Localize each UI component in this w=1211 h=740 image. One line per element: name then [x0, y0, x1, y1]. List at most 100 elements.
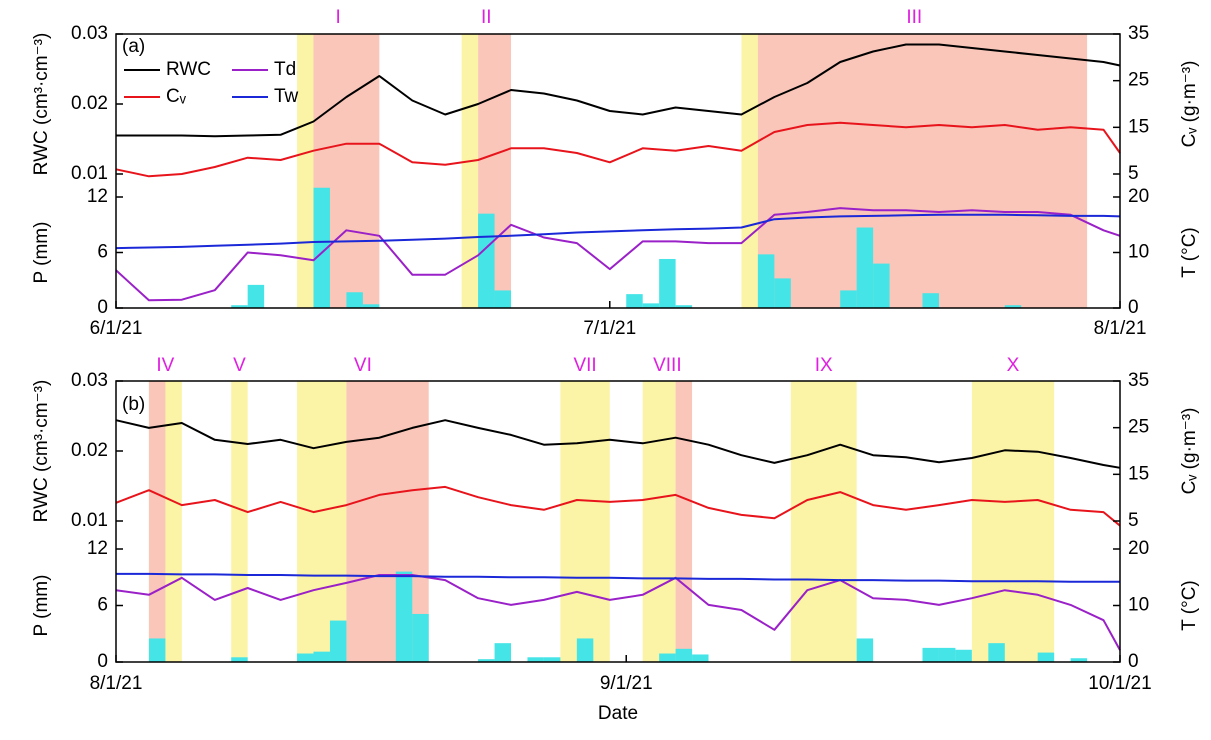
- series-line: [115, 419, 1121, 469]
- precip-bar: [922, 647, 939, 662]
- span-label: VI: [354, 355, 372, 376]
- precip-bar: [922, 293, 939, 308]
- event-span: [642, 381, 676, 662]
- span-label: IX: [815, 355, 833, 376]
- x-axis-label: Date: [598, 703, 638, 724]
- precip-bar: [659, 258, 676, 308]
- y2-tick-label: 35: [1128, 370, 1149, 391]
- y2-axis-label: Cᵥ (g·m⁻³): [1179, 61, 1200, 148]
- event-span: [971, 381, 1055, 662]
- precip-bar: [494, 290, 512, 308]
- series-line: [115, 213, 1121, 250]
- y2-tick-label: 15: [1128, 116, 1149, 137]
- event-span: [560, 381, 610, 662]
- precip-bar: [1037, 652, 1055, 662]
- precip-bar: [757, 254, 775, 308]
- precip-bar: [692, 654, 709, 662]
- span-label: VII: [573, 355, 596, 376]
- precip-bar: [412, 613, 429, 662]
- precip-bar: [873, 263, 890, 308]
- precip-bar: [543, 657, 561, 662]
- y-axis-label: RWC (cm³·cm⁻³): [31, 380, 52, 523]
- x-tick-label: 10/1/21: [1088, 673, 1151, 694]
- span-label: IV: [156, 355, 174, 376]
- precip-bar: [576, 638, 594, 662]
- precip-bar: [774, 278, 791, 308]
- legend-label: RWC: [166, 59, 211, 80]
- span-label: X: [1007, 355, 1020, 376]
- y2-tick-label: 15: [1128, 463, 1149, 484]
- legend-label: Cᵥ: [166, 86, 187, 107]
- precip-bar: [988, 643, 1005, 662]
- panel-frame: [115, 33, 1121, 309]
- y2-tick-label: 0: [1128, 297, 1139, 318]
- precip-bar: [856, 638, 874, 662]
- precip-bar: [659, 653, 676, 662]
- series-line: [115, 121, 1121, 178]
- precip-bar: [675, 648, 693, 662]
- span-label: III: [906, 7, 922, 28]
- precip-bar: [1004, 305, 1022, 308]
- y-tick-label: 0.03: [71, 370, 108, 391]
- precip-bar: [231, 657, 248, 662]
- y-tick-label: 0.01: [71, 510, 108, 531]
- x-tick-label: 8/1/21: [1094, 318, 1147, 339]
- y2-tick-label: 25: [1128, 70, 1149, 91]
- y2-tick-label: 0: [1128, 651, 1139, 672]
- panel-frame: [115, 380, 1121, 663]
- precip-bar: [494, 643, 512, 662]
- y-tick-label: 6: [97, 242, 108, 263]
- span-label: II: [481, 7, 492, 28]
- y2-tick-label: 5: [1128, 510, 1139, 531]
- series-line: [115, 207, 1121, 302]
- y2-axis-label: T (°C): [1179, 227, 1200, 278]
- event-span: [297, 381, 347, 662]
- precip-bar: [1070, 658, 1088, 662]
- x-tick-label: 6/1/21: [90, 318, 143, 339]
- event-span: [297, 34, 314, 308]
- precip-bar: [297, 653, 314, 662]
- x-tick-label: 7/1/21: [583, 318, 636, 339]
- y-axis-label: P (mm): [31, 222, 52, 284]
- y-tick-label: 0: [97, 297, 108, 318]
- event-span: [675, 381, 693, 662]
- y-tick-label: 6: [97, 595, 108, 616]
- precip-bar: [840, 290, 857, 308]
- precip-bar: [642, 303, 660, 308]
- y-axis-label: P (mm): [31, 575, 52, 637]
- y-tick-label: 0.03: [71, 23, 108, 44]
- precip-bar: [856, 227, 874, 308]
- y2-tick-label: 20: [1128, 186, 1149, 207]
- precip-bar: [231, 305, 248, 308]
- precip-bar: [313, 187, 330, 308]
- precip-bar: [527, 657, 544, 662]
- precip-bar: [626, 294, 643, 308]
- precip-bar: [362, 304, 380, 308]
- legend-label: Tw: [274, 86, 299, 107]
- y-tick-label: 12: [87, 186, 108, 207]
- event-span: [790, 381, 857, 662]
- y2-axis-label: Cᵥ (g·m⁻³): [1179, 408, 1200, 495]
- event-span: [148, 381, 166, 662]
- precip-bar: [247, 284, 265, 308]
- span-label: I: [336, 7, 341, 28]
- event-span: [231, 381, 248, 662]
- precip-bar: [938, 647, 956, 662]
- precip-bar: [329, 620, 347, 662]
- y-tick-label: 0.01: [71, 163, 108, 184]
- series-line: [116, 572, 1120, 583]
- y2-tick-label: 5: [1128, 163, 1139, 184]
- panel-label: (a): [122, 36, 145, 57]
- series-line: [115, 485, 1121, 527]
- x-tick-label: 8/1/21: [90, 673, 143, 694]
- y-tick-label: 0.02: [71, 440, 108, 461]
- y2-tick-label: 10: [1128, 242, 1149, 263]
- y-tick-label: 0: [97, 651, 108, 672]
- event-span: [461, 34, 479, 308]
- legend-label: Td: [274, 59, 296, 80]
- span-label: V: [233, 355, 246, 376]
- precip-bar: [478, 659, 495, 662]
- y2-tick-label: 25: [1128, 417, 1149, 438]
- precip-bar: [395, 571, 413, 662]
- precip-bar: [955, 649, 972, 662]
